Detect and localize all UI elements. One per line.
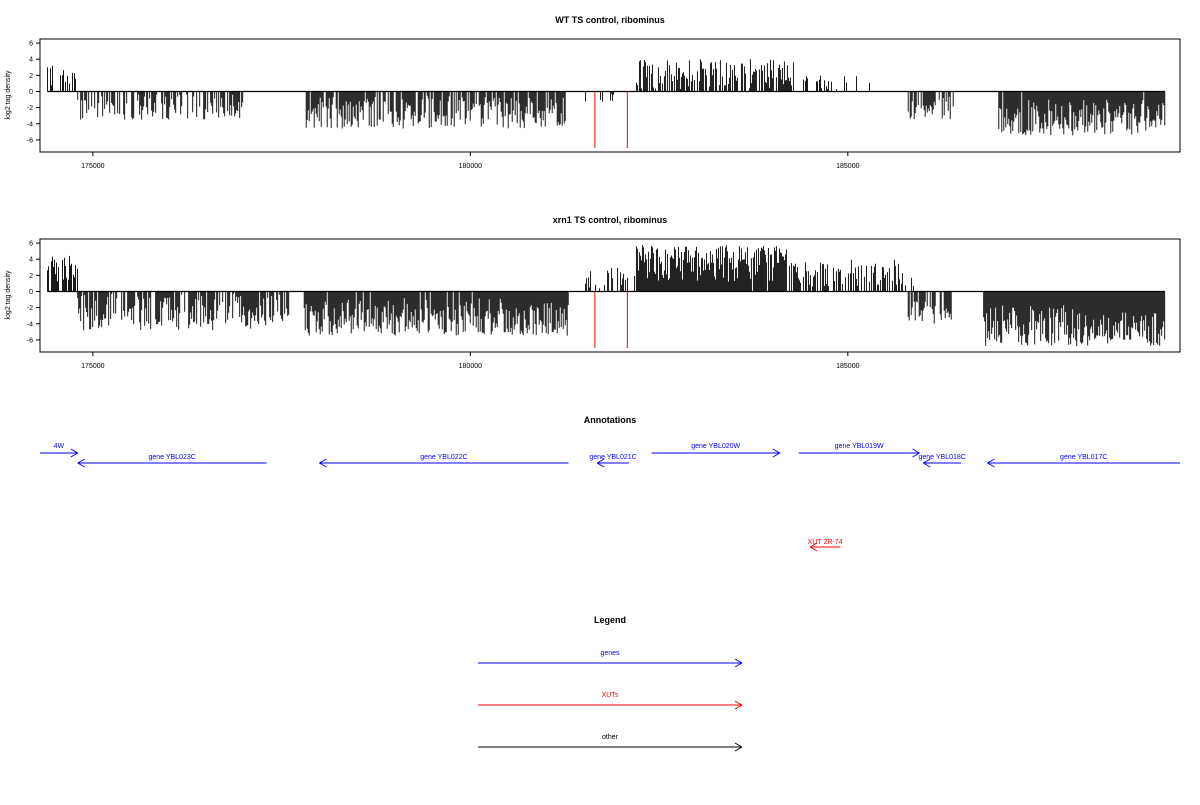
y-tick-label: 6 — [29, 41, 33, 48]
annotation-label: gene YBL023C — [148, 454, 195, 461]
annotation-label: gene YBL017C — [1060, 454, 1107, 461]
bars-xrn1 — [47, 245, 1166, 348]
annotations-title: Annotations — [584, 415, 637, 425]
y-tick-label: 0 — [29, 89, 33, 96]
y-tick-label: -2 — [27, 305, 33, 312]
gene-arrow: gene YBL018C — [919, 454, 966, 468]
x-tick-label: 185000 — [836, 163, 859, 170]
xut-arrow: XUT 2R-74 — [808, 539, 843, 552]
annotation-label: gene YBL022C — [420, 454, 467, 461]
gene-arrow: 4W — [40, 443, 78, 458]
annotation-label: gene YBL020W — [691, 443, 740, 450]
y-tick-label: -4 — [27, 321, 33, 328]
x-tick-label: 180000 — [459, 363, 482, 370]
x-axis: 175000 180000 185000 — [81, 352, 860, 370]
gene-arrow: gene YBL021C — [589, 454, 637, 468]
y-tick-label: -6 — [27, 337, 33, 344]
x-tick-label: 175000 — [81, 363, 104, 370]
legend-label: XUTs — [602, 692, 619, 699]
gene-arrow: gene YBL020W — [651, 443, 781, 458]
y-tick-label: 2 — [29, 273, 33, 280]
annotation-label: gene YBL021C — [589, 454, 636, 461]
legend-label: other — [602, 734, 619, 741]
annotation-label: XUT 2R-74 — [808, 539, 843, 546]
y-tick-label: -6 — [27, 137, 33, 144]
x-axis: 175000 180000 185000 — [81, 152, 860, 170]
annotation-label: 4W — [54, 443, 65, 450]
legend-item-other: other — [478, 734, 743, 752]
y-tick-label: 4 — [29, 57, 33, 64]
gene-arrow: gene YBL022C — [319, 454, 569, 468]
y-tick-label: 4 — [29, 257, 33, 264]
gene-arrow: gene YBL019W — [798, 443, 920, 458]
y-axis-label: log2 tag density — [5, 70, 12, 120]
panel-wt: WT TS control, ribominus log2 tag densit… — [5, 15, 1181, 170]
panel-title: xrn1 TS control, ribominus — [553, 215, 668, 225]
legend-item-gene: genes — [478, 650, 743, 668]
plot-frame — [39, 38, 1181, 153]
panel-xrn1: xrn1 TS control, ribominus log2 tag dens… — [5, 215, 1181, 370]
y-axis: 6 4 2 0 -2 -4 -6 — [27, 241, 40, 344]
gene-arrow: gene YBL023C — [77, 454, 267, 468]
y-tick-label: 6 — [29, 241, 33, 248]
y-tick-label: 0 — [29, 289, 33, 296]
legend: genes XUTs other — [478, 650, 743, 752]
x-tick-label: 175000 — [81, 163, 104, 170]
legend-label: genes — [600, 650, 620, 657]
plot-frame — [39, 238, 1181, 353]
legend-item-xut: XUTs — [478, 692, 743, 710]
x-tick-label: 185000 — [836, 363, 859, 370]
y-tick-label: -2 — [27, 105, 33, 112]
x-tick-label: 180000 — [459, 163, 482, 170]
legend-title: Legend — [594, 615, 626, 625]
annotation-label: gene YBL018C — [919, 454, 966, 461]
annotation-label: gene YBL019W — [835, 443, 884, 450]
bars-wt — [47, 59, 1166, 148]
panel-title: WT TS control, ribominus — [555, 15, 665, 25]
annotation-tracks: 4W gene YBL023C gene YBL022C gene YBL021C ge… — [40, 443, 1180, 552]
y-tick-label: 2 — [29, 73, 33, 80]
gene-arrow: gene YBL017C — [987, 454, 1180, 468]
y-tick-label: -4 — [27, 121, 33, 128]
y-axis-label: log2 tag density — [5, 270, 12, 320]
y-axis: 6 4 2 0 -2 -4 -6 — [27, 41, 40, 144]
